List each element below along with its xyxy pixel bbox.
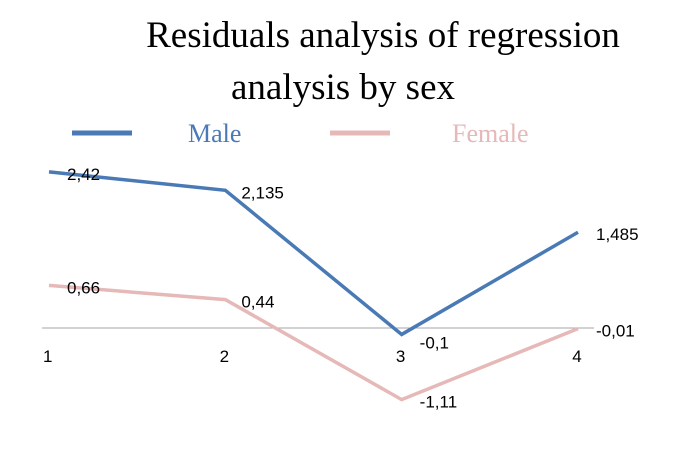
data-label-female-4: -0,01: [596, 322, 635, 341]
chart-title-line-2: analysis by sex: [230, 67, 456, 108]
legend-label-female: Female: [452, 119, 529, 148]
data-label-female-3: -1,11: [420, 393, 458, 412]
chart-title-line-1: Residuals analysis of regression: [146, 15, 620, 56]
x-tick-label-2: 2: [220, 347, 229, 366]
legend: Male Female: [72, 119, 529, 148]
data-label-male-4: 1,485: [596, 225, 639, 244]
data-labels: 2,42 2,135 -0,1 1,485 0,66 0,44 -1,11 -0,01: [67, 165, 639, 412]
series-lines: [48, 170, 579, 402]
data-label-male-3: -0,1: [420, 333, 449, 352]
data-label-male-2: 2,135: [241, 183, 284, 202]
legend-label-male: Male: [188, 119, 241, 148]
data-label-male-1: 2,42: [67, 165, 100, 184]
x-tick-label-4: 4: [572, 347, 581, 366]
series-line-male: [48, 170, 579, 337]
x-tick-label-3: 3: [396, 347, 405, 366]
data-label-female-2: 0,44: [241, 293, 274, 312]
x-tick-labels: 1 2 3 4: [43, 347, 582, 366]
x-tick-label-1: 1: [43, 347, 52, 366]
data-label-female-1: 0,66: [67, 278, 100, 297]
series-line-female: [48, 283, 579, 402]
